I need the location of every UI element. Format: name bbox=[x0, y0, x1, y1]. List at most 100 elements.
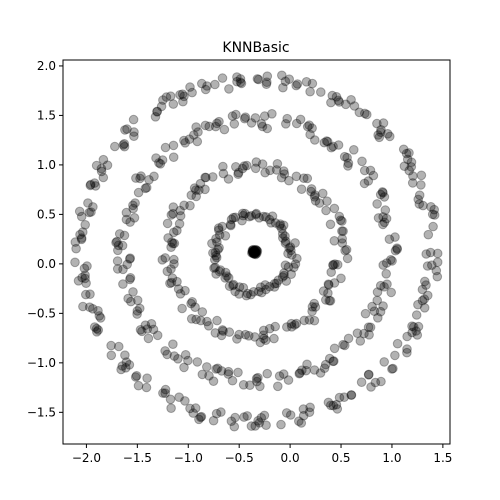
data-point bbox=[73, 276, 84, 286]
data-point bbox=[318, 188, 328, 199]
data-point bbox=[226, 416, 237, 427]
data-point bbox=[339, 392, 350, 403]
data-point bbox=[223, 369, 234, 379]
data-point bbox=[294, 416, 304, 427]
data-point bbox=[248, 244, 259, 255]
data-point bbox=[212, 118, 222, 129]
data-point bbox=[76, 234, 87, 245]
data-point bbox=[287, 322, 297, 332]
data-point bbox=[257, 159, 268, 169]
data-point bbox=[220, 231, 231, 241]
data-point bbox=[92, 327, 102, 337]
data-point bbox=[90, 181, 101, 191]
data-point bbox=[200, 84, 211, 95]
data-point bbox=[118, 279, 128, 289]
data-point bbox=[85, 180, 96, 191]
data-point bbox=[125, 253, 135, 264]
data-point bbox=[213, 223, 224, 233]
data-point bbox=[360, 308, 371, 319]
data-point bbox=[120, 125, 130, 135]
y-tick-label: 2.0 bbox=[37, 59, 56, 73]
data-point bbox=[262, 71, 273, 81]
data-point bbox=[256, 413, 267, 423]
data-point bbox=[379, 192, 390, 202]
data-point bbox=[291, 118, 302, 129]
data-point bbox=[89, 322, 100, 332]
data-point bbox=[253, 286, 264, 297]
data-point bbox=[250, 248, 261, 258]
data-point bbox=[249, 245, 259, 256]
data-point bbox=[172, 225, 182, 236]
data-point bbox=[257, 121, 268, 132]
data-point bbox=[250, 421, 260, 431]
data-point bbox=[281, 408, 292, 418]
data-point bbox=[144, 175, 154, 185]
data-point bbox=[364, 330, 374, 340]
data-point bbox=[384, 234, 395, 244]
data-point bbox=[281, 236, 291, 247]
data-point bbox=[122, 124, 132, 134]
data-point bbox=[95, 313, 106, 323]
data-point bbox=[419, 294, 430, 304]
data-point bbox=[362, 109, 372, 120]
data-point bbox=[368, 170, 379, 181]
data-point bbox=[228, 280, 238, 291]
data-point bbox=[208, 248, 218, 258]
data-point bbox=[251, 373, 262, 384]
data-point bbox=[213, 244, 223, 255]
data-point bbox=[217, 221, 228, 232]
data-point bbox=[264, 323, 275, 334]
data-point bbox=[346, 390, 357, 400]
data-point bbox=[246, 118, 257, 128]
data-point bbox=[336, 273, 346, 284]
data-point bbox=[319, 363, 330, 374]
data-point bbox=[291, 171, 302, 182]
data-point bbox=[121, 363, 131, 373]
data-point bbox=[114, 229, 125, 239]
data-point bbox=[168, 99, 179, 109]
data-point bbox=[166, 277, 177, 288]
data-point bbox=[229, 421, 240, 432]
data-point bbox=[165, 394, 176, 405]
data-point bbox=[328, 141, 338, 152]
data-point bbox=[280, 231, 290, 241]
data-point bbox=[373, 130, 383, 140]
data-point bbox=[133, 380, 144, 391]
data-point bbox=[272, 159, 283, 169]
data-point bbox=[232, 76, 242, 87]
data-point bbox=[251, 208, 262, 219]
data-point bbox=[337, 226, 347, 236]
data-point bbox=[185, 200, 195, 211]
data-point bbox=[266, 218, 276, 228]
data-point bbox=[386, 254, 396, 265]
data-point bbox=[326, 267, 337, 278]
data-point bbox=[135, 303, 145, 314]
data-point bbox=[292, 79, 303, 89]
data-point bbox=[188, 408, 198, 418]
data-point bbox=[120, 350, 130, 361]
x-tick-label: 0.0 bbox=[281, 451, 300, 465]
data-point bbox=[392, 338, 403, 349]
data-point bbox=[180, 138, 190, 148]
data-point bbox=[196, 315, 206, 326]
data-point bbox=[126, 296, 136, 307]
data-point bbox=[173, 354, 183, 364]
data-point bbox=[262, 77, 272, 87]
data-point bbox=[236, 78, 247, 89]
data-point bbox=[245, 380, 255, 391]
data-point bbox=[129, 131, 139, 141]
data-point bbox=[168, 339, 178, 350]
data-point bbox=[321, 136, 332, 146]
data-point bbox=[427, 209, 438, 220]
data-point bbox=[235, 77, 246, 88]
data-point bbox=[398, 144, 409, 155]
data-point bbox=[81, 278, 91, 289]
data-point bbox=[70, 237, 81, 247]
data-point bbox=[208, 376, 219, 387]
data-point bbox=[404, 148, 414, 158]
data-point bbox=[81, 289, 91, 300]
data-point bbox=[251, 209, 261, 220]
data-point bbox=[269, 282, 280, 292]
data-point bbox=[123, 293, 133, 304]
data-point bbox=[212, 237, 222, 247]
